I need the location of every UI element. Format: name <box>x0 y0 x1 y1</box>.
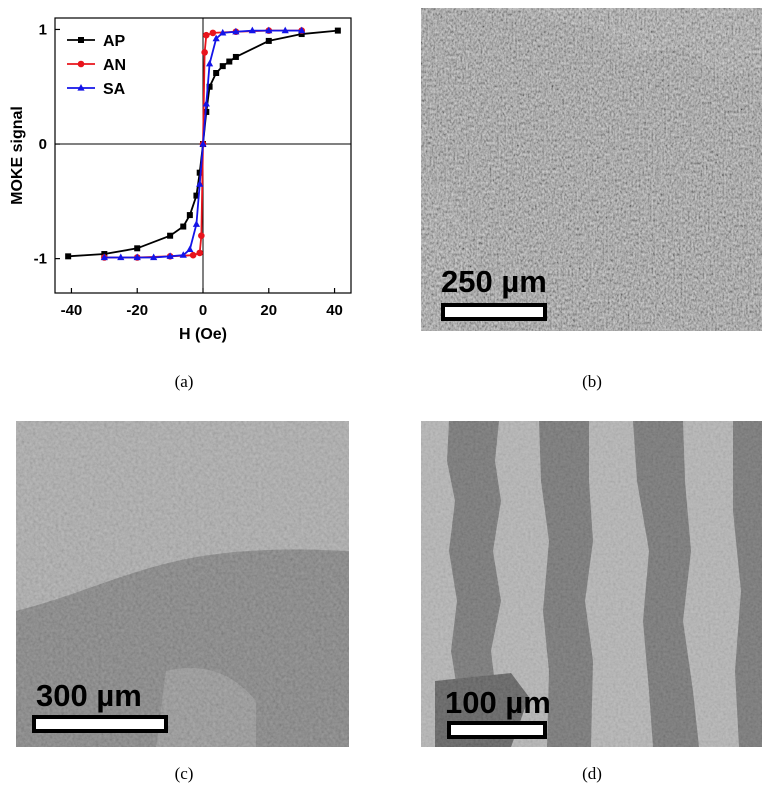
data-point-ap <box>134 245 141 252</box>
x-tick-label: 20 <box>260 302 277 319</box>
data-point-sa <box>298 26 306 34</box>
data-point-sa <box>179 251 187 258</box>
data-point-sa <box>219 28 227 36</box>
data-point-an <box>201 49 208 56</box>
data-point-ap <box>206 83 213 90</box>
data-point-an <box>189 251 197 259</box>
data-point-ap <box>226 58 233 65</box>
legend-label-sa: SA <box>103 81 126 98</box>
legend-label-an: AN <box>103 57 126 74</box>
x-tick-label: -20 <box>126 302 148 319</box>
scale-label-c: 300 µm <box>36 678 142 713</box>
data-point-ap <box>65 253 72 260</box>
data-point-sa <box>205 59 214 67</box>
data-point-sa <box>212 34 220 42</box>
micrograph-c-texture <box>16 421 349 747</box>
caption-b: (b) <box>582 372 602 391</box>
y-tick-label: -1 <box>34 251 47 268</box>
data-point-sa <box>192 220 201 227</box>
data-point-an <box>198 232 205 240</box>
scale-bar-c <box>32 715 168 733</box>
x-tick-label: -40 <box>61 302 83 319</box>
data-point-sa <box>265 26 273 34</box>
data-point-an <box>77 60 85 68</box>
data-point-sa <box>186 245 194 253</box>
data-point-sa <box>100 253 108 261</box>
data-point-sa <box>133 253 141 261</box>
data-point-ap <box>232 53 239 60</box>
scale-bar-d <box>447 721 547 739</box>
data-point-ap <box>219 63 226 70</box>
panel-a: -40 -20 0 20 40 -1 0 1 H (Oe) MOKE signal AP AN SA <box>0 0 360 360</box>
data-point-ap <box>196 169 203 176</box>
data-point-ap <box>265 37 272 44</box>
y-tick-label: 1 <box>39 21 47 38</box>
panel-d-micrograph: 100 µm <box>421 421 762 747</box>
caption-c: (c) <box>174 764 194 783</box>
data-point-sa <box>166 252 174 259</box>
x-tick-label: 0 <box>199 302 207 319</box>
caption-a: (a) <box>174 372 194 391</box>
data-point-ap <box>186 212 193 219</box>
data-point-sa <box>232 27 240 35</box>
micrograph-d-texture <box>421 421 762 747</box>
moke-hysteresis-chart: -40 -20 0 20 40 -1 0 1 H (Oe) MOKE signal AP AN SA <box>9 17 352 343</box>
data-point-an <box>196 249 204 257</box>
data-point-an <box>209 29 217 37</box>
scale-bar-b <box>441 303 547 321</box>
data-point-sa <box>150 253 158 261</box>
caption-d: (d) <box>582 764 602 783</box>
y-tick-label: 0 <box>39 136 47 153</box>
panel-b-micrograph: 250 µm <box>421 8 762 331</box>
y-axis-label: MOKE signal <box>9 106 26 205</box>
data-point-sa <box>196 180 204 187</box>
data-point-sa <box>202 99 210 107</box>
data-point-sa <box>117 253 125 261</box>
data-point-ap <box>334 27 341 34</box>
micrograph-b-texture <box>421 8 762 331</box>
panel-c-micrograph: 300 µm <box>16 421 349 747</box>
data-point-an <box>202 31 210 39</box>
scale-label-d: 100 µm <box>445 685 551 720</box>
data-point-ap <box>167 232 174 239</box>
data-point-ap <box>193 192 200 199</box>
legend-label-ap: AP <box>103 33 126 50</box>
data-point-ap <box>213 70 220 76</box>
data-point-sa <box>281 26 289 34</box>
x-axis-label: H (Oe) <box>179 326 227 343</box>
data-point-ap <box>78 37 84 43</box>
data-point-ap <box>298 31 305 38</box>
scale-label-b: 250 µm <box>441 264 547 299</box>
x-tick-label: 40 <box>326 302 343 319</box>
data-point-sa <box>248 26 256 34</box>
data-point-ap <box>180 223 187 230</box>
data-point-sa <box>77 84 85 91</box>
data-point-sa <box>199 140 207 147</box>
